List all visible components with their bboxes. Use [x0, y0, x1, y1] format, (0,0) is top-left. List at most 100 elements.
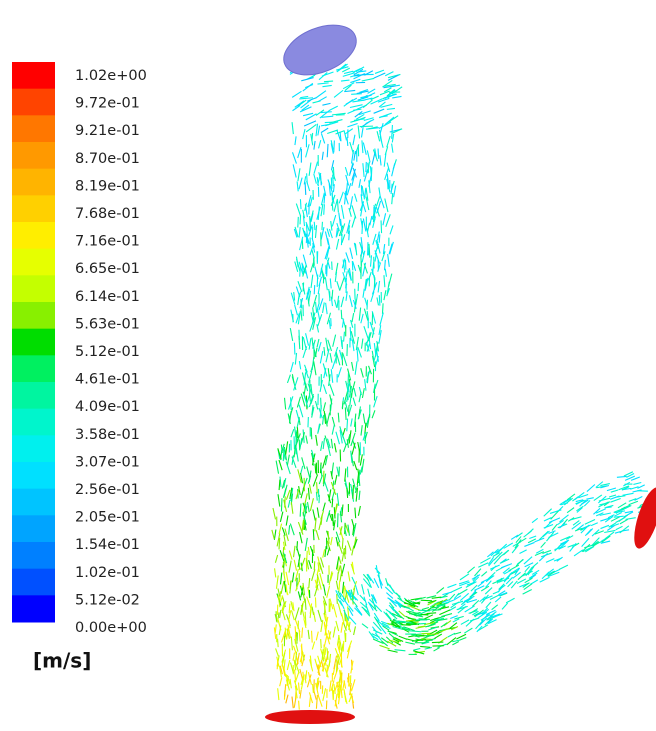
vector — [305, 124, 317, 133]
vector — [298, 226, 301, 238]
vector — [285, 489, 291, 500]
vector — [345, 252, 350, 263]
vector — [287, 499, 291, 508]
vector — [348, 607, 354, 617]
vector — [322, 384, 328, 395]
vector — [294, 100, 305, 108]
vector — [339, 131, 342, 142]
vector — [330, 220, 333, 231]
vector — [604, 531, 615, 540]
vector — [508, 564, 520, 572]
vector — [383, 85, 396, 89]
vector — [294, 352, 298, 365]
vector — [358, 179, 362, 188]
vector — [325, 613, 328, 626]
legend-band — [12, 195, 55, 223]
vector — [292, 652, 296, 661]
vector — [333, 684, 336, 695]
vector — [437, 604, 446, 611]
vector — [283, 552, 288, 564]
vector — [294, 568, 299, 582]
vector — [335, 620, 340, 632]
vector — [581, 543, 591, 553]
vector — [329, 105, 339, 111]
vector — [487, 551, 494, 558]
vector — [391, 612, 402, 619]
vector — [331, 289, 334, 300]
vector — [358, 391, 362, 403]
vector — [551, 523, 558, 531]
vector — [304, 493, 308, 505]
vector — [297, 591, 302, 601]
vector — [322, 596, 328, 606]
vector — [326, 442, 331, 456]
vector — [322, 662, 325, 672]
vector — [319, 109, 331, 119]
vector — [592, 540, 599, 547]
vector — [303, 176, 307, 185]
vector — [347, 225, 351, 235]
vector — [557, 520, 564, 526]
vector — [426, 612, 437, 615]
vector — [324, 667, 329, 678]
vector — [416, 639, 427, 642]
vector — [328, 653, 332, 667]
legend-band — [12, 88, 55, 116]
vector — [367, 573, 375, 584]
vector — [384, 89, 396, 99]
vector — [336, 572, 339, 581]
vector — [361, 606, 371, 617]
vector — [340, 685, 343, 699]
vector — [475, 619, 484, 630]
vector — [358, 490, 361, 500]
vector — [436, 587, 445, 594]
vector — [306, 559, 310, 570]
vector — [519, 549, 527, 554]
vector — [471, 574, 481, 580]
vector — [274, 613, 278, 623]
vector — [522, 582, 530, 588]
vector — [371, 633, 380, 638]
vector — [334, 693, 338, 707]
vector — [330, 680, 335, 692]
vector — [287, 610, 292, 621]
vector — [374, 379, 379, 390]
vector — [300, 557, 306, 570]
vector — [290, 487, 294, 501]
vector — [281, 527, 286, 536]
vector — [324, 277, 328, 291]
vector — [298, 404, 304, 418]
vector — [350, 418, 353, 427]
vector — [286, 659, 291, 671]
vector — [282, 449, 285, 462]
vector — [604, 529, 616, 534]
vector — [543, 517, 552, 522]
vector — [308, 162, 312, 176]
vector — [333, 198, 338, 212]
vector — [350, 432, 356, 447]
vector — [473, 611, 481, 617]
vector — [429, 629, 438, 635]
vector — [597, 495, 607, 504]
vector — [600, 540, 611, 544]
vector — [337, 367, 342, 378]
vector — [309, 243, 315, 256]
vector — [377, 280, 381, 293]
vector — [293, 698, 297, 708]
vector — [327, 179, 333, 193]
vector — [301, 77, 314, 82]
vector — [362, 288, 365, 298]
vector — [353, 193, 358, 202]
vector — [292, 104, 301, 112]
vector — [420, 599, 433, 602]
vector — [331, 416, 336, 427]
vector — [387, 254, 390, 267]
vector — [378, 101, 386, 108]
vector — [356, 90, 369, 95]
vector — [322, 473, 327, 487]
vector — [379, 195, 385, 209]
vector — [326, 228, 331, 237]
vector — [562, 497, 572, 504]
vector — [298, 486, 301, 496]
vector — [348, 616, 357, 625]
